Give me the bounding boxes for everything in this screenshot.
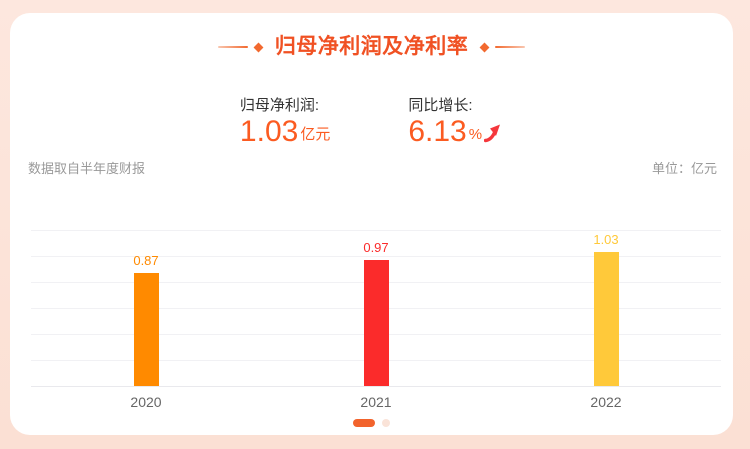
stat-label: 归母净利润: <box>239 97 320 114</box>
carousel-pagination <box>10 419 733 427</box>
bar-group-2021: 0.97 2021 <box>261 230 491 411</box>
data-source-note: 数据取自半年度财报 <box>28 161 146 176</box>
bar-value-label: 0.87 <box>133 253 159 268</box>
gridline <box>31 230 721 231</box>
page-title: 归母净利润及净利率 <box>274 35 469 58</box>
section-title-row: 归母净利润及净利率 <box>10 13 733 58</box>
x-axis-line <box>31 386 721 387</box>
decoration-line <box>495 46 526 48</box>
title-decoration-right <box>479 42 526 52</box>
meta-row: 数据取自半年度财报 单位：亿元 <box>10 161 733 176</box>
gridline <box>31 256 721 257</box>
bar-group-2022: 1.03 2022 <box>491 230 721 411</box>
diamond-icon <box>479 42 490 52</box>
x-axis-label: 2021 <box>360 394 392 410</box>
pagination-dot[interactable] <box>382 419 390 427</box>
bar-chart[interactable]: 0.87 2020 0.97 2021 1.03 2022 <box>31 230 721 412</box>
bar-value-label: 0.97 <box>363 240 389 255</box>
stat-label: 同比增长: <box>408 97 473 114</box>
pagination-dot-active[interactable] <box>353 419 375 427</box>
chart-bars: 0.87 2020 0.97 2021 1.03 2022 <box>31 230 721 411</box>
title-decoration-left <box>217 42 264 52</box>
stat-yoy-growth: 同比增长: 6.13 % <box>408 97 503 148</box>
stat-number: 6.13 <box>408 115 467 148</box>
trend-up-arrow-icon <box>484 124 501 143</box>
decoration-line <box>217 46 248 48</box>
bar-2021[interactable] <box>363 260 389 386</box>
bar-2022[interactable] <box>593 252 619 386</box>
stat-unit: 亿元 <box>300 126 331 143</box>
unit-label: 单位：亿元 <box>651 161 717 176</box>
diamond-icon <box>253 42 264 52</box>
stat-value: 1.03 亿元 <box>240 116 330 148</box>
bar-group-2020: 0.87 2020 <box>31 230 261 411</box>
stats-row: 归母净利润: 1.03 亿元 同比增长: 6.13 % <box>10 97 733 148</box>
chart-card: 归母净利润及净利率 归母净利润: 1.03 亿元 同比增长: 6.13 % <box>10 13 733 435</box>
bar-value-label: 1.03 <box>593 232 619 247</box>
stat-unit: % <box>468 126 483 143</box>
stat-net-profit: 归母净利润: 1.03 亿元 <box>240 97 330 148</box>
stat-value: 6.13 % <box>408 116 503 148</box>
stat-number: 1.03 <box>239 115 299 148</box>
x-axis-label: 2020 <box>130 394 162 410</box>
bar-2020[interactable] <box>133 273 159 386</box>
x-axis-label: 2022 <box>590 394 622 410</box>
